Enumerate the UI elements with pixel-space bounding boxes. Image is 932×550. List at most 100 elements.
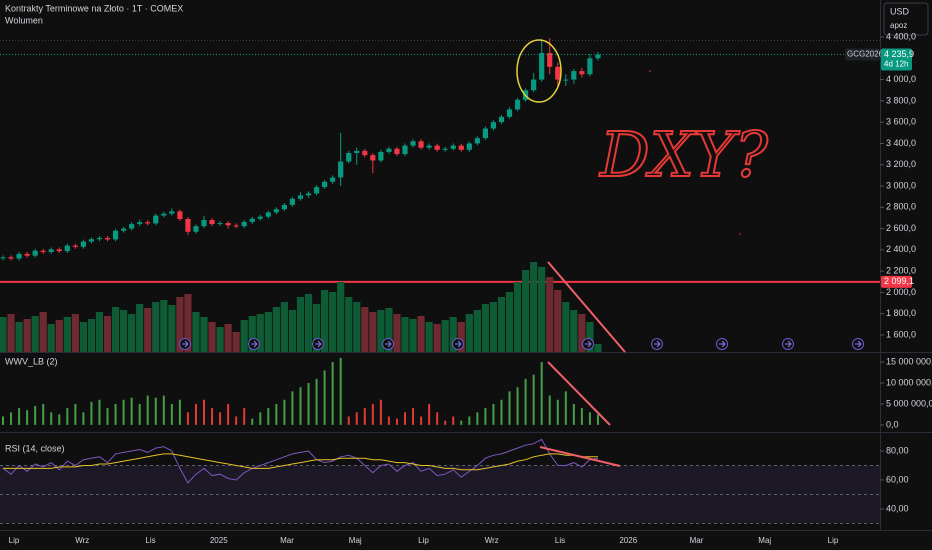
event-arrow — [385, 340, 392, 348]
y-tick-label: 40,00 — [886, 503, 909, 513]
event-arrow — [315, 340, 322, 348]
candle-body — [426, 145, 432, 148]
x-tick-label: Lip — [418, 536, 429, 545]
volume-bar — [594, 344, 602, 352]
countdown: 4d 12h — [884, 60, 908, 69]
volume-bar — [296, 297, 305, 352]
volume-bar — [385, 308, 393, 352]
chart-title: Kontrakty Terminowe na Złoto · 1T · COME… — [5, 3, 183, 13]
horizontal-line-tag — [881, 275, 912, 288]
y-tick-label: 4 400,0 — [886, 31, 916, 41]
candle-body — [273, 209, 279, 213]
trend-drawing — [539, 446, 621, 467]
volume-bar — [264, 312, 272, 352]
candle-body — [112, 230, 119, 240]
volume-bar — [457, 322, 465, 352]
y-tick-label: 4 000,0 — [886, 74, 916, 84]
volume-bar — [312, 304, 321, 352]
y-tick-label: 3 800,0 — [886, 95, 916, 105]
candle-body — [209, 220, 215, 225]
x-tick-label: Maj — [349, 536, 362, 545]
volume-bar — [473, 310, 481, 352]
candle-body — [217, 223, 223, 225]
volume-bar — [441, 320, 449, 352]
candle-body — [48, 249, 54, 252]
x-tick-label: Wrz — [485, 536, 499, 545]
candle-body — [330, 177, 336, 182]
candle-body — [96, 237, 103, 240]
volume-bar — [401, 317, 409, 352]
candle-body — [8, 257, 14, 259]
volume-bar — [522, 270, 530, 352]
volume-bar — [176, 297, 184, 352]
candle-body — [482, 128, 488, 139]
volume-bar — [63, 317, 71, 352]
currency-frame — [883, 2, 929, 36]
candle-body — [402, 145, 408, 155]
y-tick-label: 3 000,0 — [886, 180, 916, 190]
y-tick-label: 2 600,0 — [886, 223, 916, 233]
event-arrow — [455, 340, 462, 348]
volume-bar — [47, 324, 55, 352]
wwv-title: WWV_LB (2) — [5, 356, 58, 366]
ticker-tag — [845, 48, 880, 61]
volume-bar — [321, 290, 329, 352]
candle-body — [305, 193, 312, 196]
volume-bar — [329, 292, 337, 352]
candle-body — [193, 226, 199, 232]
candle-body — [161, 213, 167, 216]
ticker: GCG2026 — [847, 50, 884, 59]
volume-bar — [71, 314, 79, 352]
candle-body — [289, 198, 296, 205]
event-arrow — [855, 340, 862, 348]
volume-bar — [433, 324, 441, 352]
volume-bar — [425, 322, 433, 352]
y-tick-label: 3 600,0 — [886, 117, 916, 127]
candle-body — [394, 148, 400, 155]
volume-bar — [192, 312, 200, 352]
candle-body — [88, 239, 95, 242]
volume-bar — [417, 316, 425, 352]
candle-body — [257, 216, 263, 219]
currency-box[interactable]: USD apoz — [883, 2, 929, 36]
volume-bar — [449, 317, 457, 352]
y-tick-label: 2 800,0 — [886, 202, 916, 212]
candle-body — [0, 257, 6, 259]
candle-body — [378, 151, 384, 161]
y-tick-label: 3 200,0 — [886, 159, 916, 169]
volume-bar — [288, 310, 297, 352]
candle-body — [297, 195, 304, 199]
y-tick-label: 5 000 000,0 — [886, 398, 932, 408]
volume-bar — [200, 317, 208, 352]
volume-bar — [465, 314, 473, 352]
volume-bar — [55, 320, 63, 352]
event-arrow — [719, 340, 726, 348]
candle-body — [579, 71, 585, 75]
candle-body — [145, 222, 151, 224]
volume-bar — [280, 302, 288, 352]
y-tick-label: 1 600,0 — [886, 329, 916, 339]
volume-bar — [15, 322, 23, 352]
volume-bar — [168, 305, 176, 352]
candle-body — [80, 241, 86, 247]
volume-bar — [304, 294, 313, 352]
candle-body — [555, 66, 561, 80]
trend-drawing — [547, 361, 611, 426]
volume-bar — [7, 314, 15, 352]
x-tick-label: Wrz — [75, 536, 89, 545]
volume-bar — [79, 322, 87, 352]
volume-title: Wolumen — [5, 15, 43, 25]
x-tick-label: Lip — [9, 536, 20, 545]
candle-body — [506, 109, 513, 117]
volume-bar — [184, 294, 192, 352]
volume-bar — [152, 302, 160, 352]
candle-body — [563, 79, 569, 81]
candle-body — [72, 245, 78, 247]
volume-bar — [554, 290, 562, 352]
candle-body — [169, 211, 175, 214]
y-tick-label: 2 400,0 — [886, 244, 916, 254]
candle-body — [595, 54, 601, 59]
event-arrow — [182, 340, 189, 348]
volume-bar — [95, 312, 104, 352]
candle-body — [466, 143, 472, 150]
